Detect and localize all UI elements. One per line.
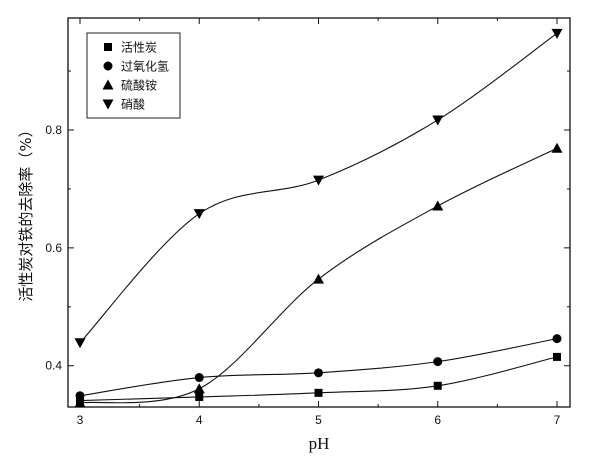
data-point-circle [433, 357, 443, 367]
legend-marker-square [104, 43, 112, 51]
data-point-triangle-up [313, 273, 324, 284]
data-point-circle [194, 373, 204, 383]
data-point-triangle-down [74, 338, 86, 349]
legend-label: 过氧化氢 [121, 59, 169, 74]
series-curve-1 [79, 338, 558, 397]
x-axis-label: pH [309, 434, 330, 453]
x-tick-label: 3 [77, 413, 84, 427]
x-tick-label: 7 [554, 413, 561, 427]
legend-marker-triangle-up [102, 79, 114, 90]
data-point-triangle-down [551, 28, 563, 39]
data-point-triangle-down [432, 115, 444, 126]
y-tick-label: 0.8 [45, 123, 62, 137]
y-tick-label: 0.4 [45, 359, 62, 373]
legend-label: 硫酸铵 [121, 78, 157, 93]
data-point-circle [552, 334, 562, 344]
legend-label: 活性炭 [121, 41, 157, 55]
data-point-circle [314, 368, 323, 378]
x-tick-label: 6 [434, 413, 441, 427]
x-tick-label: 5 [315, 413, 322, 427]
legend-marker-triangle-down [102, 99, 114, 110]
data-point-square [195, 392, 204, 401]
legend-marker-circle [103, 61, 113, 71]
data-point-triangle-up [193, 383, 205, 394]
data-point-circle [75, 391, 85, 401]
data-point-triangle-up [432, 200, 444, 211]
data-point-triangle-up [551, 142, 563, 153]
y-axis-label: 活性炭对铁的去除率（%） [17, 122, 35, 301]
legend-box [86, 32, 181, 119]
data-point-square [553, 352, 561, 361]
data-point-square [433, 381, 442, 390]
data-point-square [314, 388, 323, 397]
y-tick-label: 0.6 [45, 241, 62, 255]
data-point-triangle-down [313, 175, 324, 186]
x-tick-label: 4 [196, 413, 203, 427]
data-point-triangle-up [74, 397, 86, 408]
data-point-triangle-down [193, 209, 205, 220]
legend-label: 硝酸 [121, 97, 145, 112]
